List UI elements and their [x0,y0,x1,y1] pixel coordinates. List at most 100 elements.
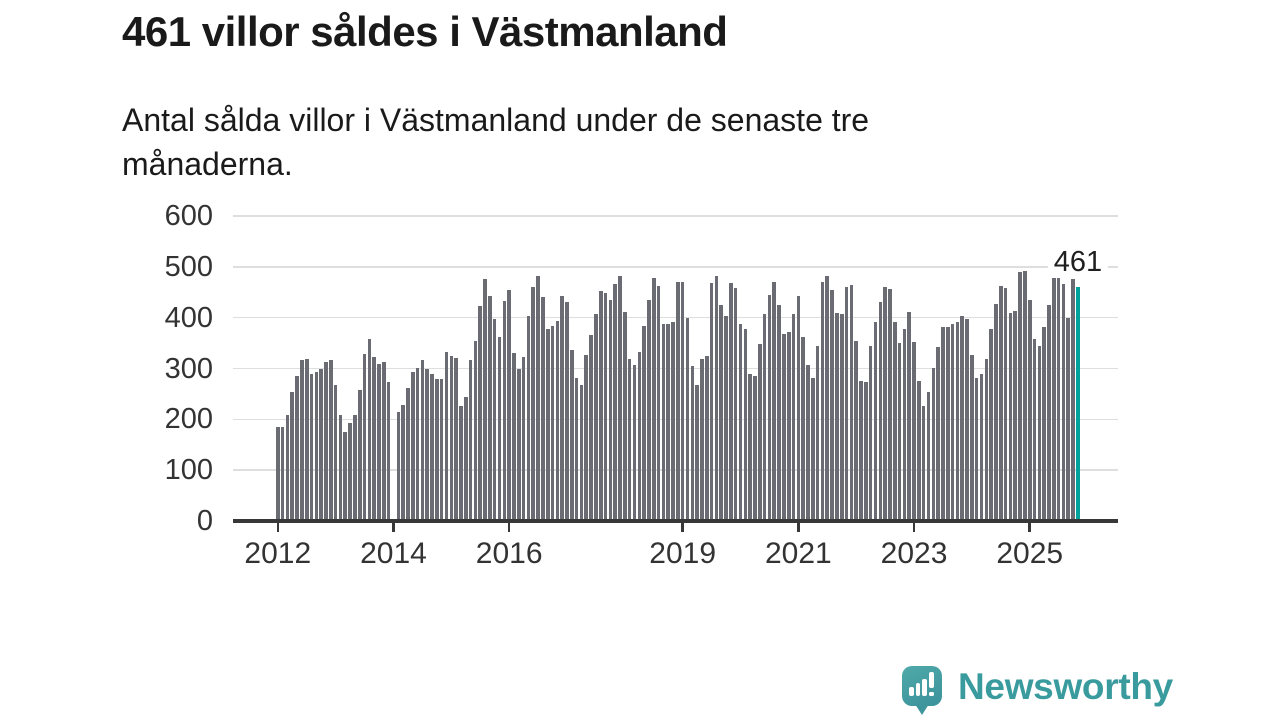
bar-2013-07 [362,353,367,521]
bar-2014-03 [401,404,405,521]
gridline-200 [233,418,1118,421]
bar-2018-11 [671,322,675,521]
bar-2016-05 [526,315,531,521]
bar-2023-02 [917,380,921,521]
bar-2025-03 [1037,345,1042,521]
bar-2014-12 [444,352,449,521]
bar-2017-12 [618,275,622,521]
bar-2017-11 [613,283,617,521]
bar-2021-07 [825,276,830,521]
bar-2017-10 [608,299,613,521]
gridline-100 [233,469,1118,471]
x-axis-tick-2023 [912,522,916,532]
gridline-400 [233,316,1118,319]
logo-speech-bubble-icon [902,666,942,706]
bar-2016-08 [541,297,545,521]
x-axis-tick-2014 [392,522,395,532]
bar-2014-05 [410,372,415,521]
bar-2020-08 [772,282,777,521]
y-axis-label-200: 200 [164,403,213,436]
x-axis-label-2023: 2023 [880,537,948,570]
bar-2018-09 [661,323,666,521]
bar-2019-05 [700,358,704,521]
bar-2015-05 [468,359,473,521]
bar-2016-11 [555,320,560,521]
bar-2023-10 [955,322,960,521]
bar-2013-09 [372,357,376,521]
bar-2018-07 [651,277,656,521]
bar-2012-05 [295,375,299,521]
bar-2020-03 [748,373,752,521]
bar-2021-04 [811,378,815,521]
bar-2018-06 [647,299,651,521]
bar-2014-09 [430,373,434,521]
bar-2012-04 [290,391,295,521]
bar-2021-02 [801,337,805,521]
bar-2016-10 [550,325,555,521]
bar-2015-07 [478,306,483,521]
bar-2017-04 [579,385,584,521]
bar-2024-10 [1013,310,1018,521]
bar-2022-08 [888,289,892,521]
bar-2021-10 [839,314,844,521]
bar-2024-05 [989,328,993,521]
y-axis-label-300: 300 [164,352,213,385]
bar-2022-04 [868,345,873,521]
bar-2023-05 [931,367,936,521]
bar-2013-03 [343,432,348,521]
brand-name: Newsworthy [958,666,1173,707]
chart-subtitle: Antal sålda villor i Västmanland under d… [122,98,869,186]
bar-2024-11 [1018,272,1022,521]
bar-2017-03 [574,378,579,521]
bar-2017-09 [603,293,608,521]
chart-subtitle-line2: månaderna. [122,146,293,183]
bar-2015-02 [454,358,458,521]
bar-2024-12 [1023,271,1027,521]
bar-2019-04 [695,384,699,521]
x-axis-tick-2012 [276,522,280,532]
bar-2015-01 [449,356,454,521]
x-axis-tick-2021 [797,522,800,532]
bar-2019-11 [729,283,733,521]
bar-2019-07 [709,282,714,521]
bar-2023-07 [941,327,945,521]
x-axis-label-2025: 2025 [996,537,1064,570]
chart-subtitle-line1: Antal sålda villor i Västmanland under d… [122,102,870,138]
bar-2012-06 [300,360,304,521]
bar-2017-07 [594,314,598,521]
bar-2022-05 [873,321,878,521]
bar-2024-02 [974,378,979,521]
bar-2025-01 [1027,299,1032,521]
bar-2013-10 [377,364,381,521]
bar-2014-11 [439,378,444,521]
bar-2020-12 [791,314,796,521]
bar-2014-06 [415,367,420,521]
bar-2012-12 [329,360,333,521]
gridline-600 [233,215,1118,217]
bar-2016-03 [517,369,521,521]
bar-2020-04 [753,376,757,521]
bar-2021-01 [796,296,801,521]
bar-2015-10 [492,319,497,521]
bar-2025-02 [1032,338,1037,521]
bar-2019-10 [724,315,728,521]
bar-2014-10 [435,379,439,521]
bar-2016-04 [521,357,526,521]
y-axis-label-100: 100 [164,454,213,487]
bar-2021-08 [830,290,834,521]
bar-2023-09 [950,323,955,521]
bar-2014-07 [420,359,425,521]
bar-2013-06 [357,390,362,521]
bar-2025-08 [1061,284,1066,521]
bar-2012-08 [309,373,314,521]
bar-2017-01 [565,302,569,521]
bar-2019-02 [685,318,690,521]
x-axis-tick-2019 [681,522,684,532]
bar-2023-03 [921,405,926,521]
bar-2021-05 [815,345,820,521]
bar-2019-06 [704,356,709,521]
bar-2020-02 [743,328,748,521]
newsworthy-logo: Newsworthy [902,666,1202,720]
bar-2013-02 [338,415,343,521]
